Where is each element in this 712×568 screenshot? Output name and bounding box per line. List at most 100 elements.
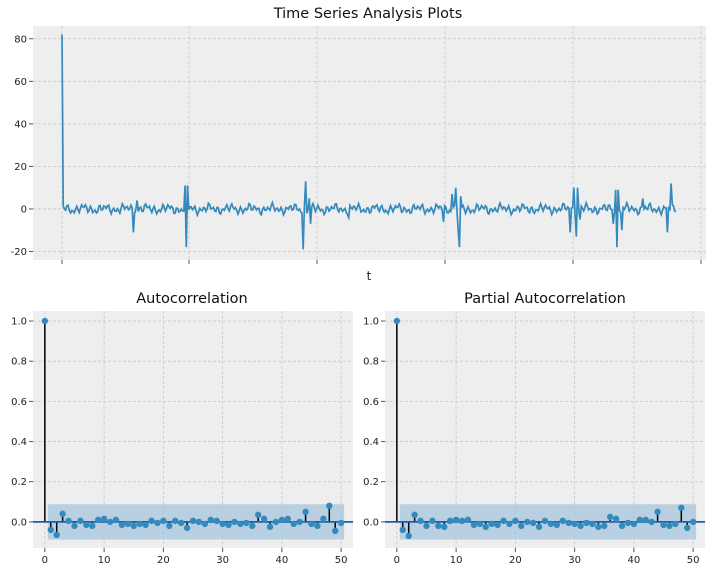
pacf-marker bbox=[446, 517, 454, 525]
pacf-marker bbox=[595, 523, 602, 531]
acf-ytick-label: 0.8 bbox=[11, 357, 27, 368]
acf-xtick-label: 50 bbox=[335, 555, 348, 566]
acf-marker bbox=[302, 508, 309, 516]
acf-marker bbox=[332, 527, 339, 535]
pacf-marker bbox=[612, 515, 620, 523]
acf-marker bbox=[225, 521, 232, 529]
time-series-plot-area bbox=[33, 26, 706, 260]
ts-ytick-label: 0 bbox=[21, 204, 27, 215]
acf-marker bbox=[296, 518, 303, 526]
acf-marker bbox=[118, 521, 126, 529]
acf-marker bbox=[207, 516, 214, 524]
pacf-title: Partial Autocorrelation bbox=[464, 291, 626, 307]
pacf-panel: Partial Autocorrelation 0.0 0.2 0.4 0.6 0.8 1… bbox=[363, 291, 705, 566]
pacf-xtick-label: 40 bbox=[628, 555, 641, 566]
pacf-marker bbox=[423, 522, 430, 530]
pacf-marker bbox=[689, 518, 697, 526]
acf-ytick-label: 0.6 bbox=[11, 397, 27, 408]
acf-marker bbox=[243, 519, 250, 527]
acf-marker bbox=[219, 520, 226, 528]
ts-ytick-label: 60 bbox=[14, 77, 27, 88]
acf-marker bbox=[89, 522, 96, 530]
pacf-marker bbox=[500, 517, 507, 525]
pacf-marker bbox=[529, 519, 537, 527]
pacf-marker bbox=[435, 522, 442, 530]
pacf-marker bbox=[648, 518, 655, 526]
acf-ytick-label: 0.2 bbox=[11, 477, 27, 488]
acf-marker bbox=[160, 517, 167, 525]
pacf-marker bbox=[547, 520, 555, 528]
acf-ytick-label: 1.0 bbox=[11, 317, 27, 328]
acf-ytick-label: 0.4 bbox=[11, 437, 27, 448]
acf-marker bbox=[154, 519, 161, 527]
pacf-marker bbox=[458, 517, 466, 525]
pacf-marker bbox=[577, 522, 584, 530]
acf-marker bbox=[249, 522, 256, 530]
pacf-xtick-label: 30 bbox=[568, 555, 581, 566]
pacf-marker bbox=[606, 513, 614, 521]
acf-marker bbox=[41, 317, 49, 325]
time-series-panel: Time Series Analysis Plots -20020406080 … bbox=[11, 6, 706, 283]
acf-marker bbox=[254, 511, 262, 519]
pacf-marker bbox=[488, 520, 495, 528]
acf-marker bbox=[112, 516, 120, 524]
acf-marker bbox=[326, 502, 333, 510]
pacf-marker bbox=[405, 532, 412, 540]
acf-marker bbox=[183, 524, 191, 532]
acf-marker bbox=[94, 516, 102, 524]
pacf-marker bbox=[399, 526, 406, 534]
pacf-marker bbox=[630, 520, 638, 528]
ts-ytick-label: 20 bbox=[14, 162, 27, 173]
acf-marker bbox=[148, 517, 155, 525]
pacf-marker bbox=[411, 511, 418, 519]
acf-marker bbox=[308, 520, 315, 528]
acf-marker bbox=[65, 517, 72, 525]
acf-marker bbox=[314, 522, 321, 530]
pacf-ytick-label: 0.0 bbox=[363, 517, 379, 528]
pacf-xtick-label: 0 bbox=[394, 555, 400, 566]
pacf-marker bbox=[518, 522, 525, 530]
time-series-x-ticks bbox=[61, 260, 702, 264]
pacf-marker bbox=[624, 519, 632, 527]
acf-marker bbox=[172, 517, 179, 525]
acf-marker bbox=[177, 519, 185, 527]
acf-marker bbox=[266, 523, 274, 531]
pacf-marker bbox=[654, 508, 661, 516]
acf-xtick-label: 30 bbox=[216, 555, 229, 566]
acf-marker bbox=[213, 517, 220, 525]
acf-marker bbox=[201, 520, 209, 528]
acf-marker bbox=[53, 531, 60, 539]
pacf-marker bbox=[506, 520, 513, 528]
pacf-marker bbox=[429, 517, 436, 525]
acf-marker bbox=[142, 521, 149, 529]
acf-marker bbox=[284, 515, 292, 523]
pacf-marker bbox=[571, 520, 578, 528]
acf-marker bbox=[124, 520, 132, 528]
pacf-marker bbox=[494, 521, 501, 529]
pacf-marker bbox=[553, 521, 561, 529]
acf-marker bbox=[337, 519, 345, 527]
pacf-marker bbox=[642, 516, 649, 524]
acf-marker bbox=[166, 522, 173, 530]
time-series-title: Time Series Analysis Plots bbox=[273, 6, 463, 22]
ts-ytick-label: -20 bbox=[11, 247, 27, 258]
pacf-ytick-label: 0.2 bbox=[363, 477, 379, 488]
time-series-y-ticks: -20 0 20 40 60 80 bbox=[11, 34, 33, 258]
acf-marker bbox=[195, 518, 203, 526]
pacf-marker bbox=[441, 523, 448, 531]
pacf-marker bbox=[559, 517, 566, 525]
pacf-marker bbox=[470, 521, 478, 529]
acf-marker bbox=[100, 515, 108, 523]
pacf-marker bbox=[541, 517, 549, 525]
acf-xtick-label: 10 bbox=[98, 555, 111, 566]
acf-marker bbox=[290, 520, 297, 528]
pacf-marker bbox=[482, 523, 489, 531]
time-series-grid bbox=[33, 26, 706, 260]
pacf-marker bbox=[524, 518, 531, 526]
pacf-marker bbox=[512, 517, 519, 525]
acf-marker bbox=[278, 516, 286, 524]
pacf-marker bbox=[636, 516, 644, 524]
pacf-marker bbox=[589, 520, 596, 528]
pacf-marker bbox=[684, 524, 691, 532]
